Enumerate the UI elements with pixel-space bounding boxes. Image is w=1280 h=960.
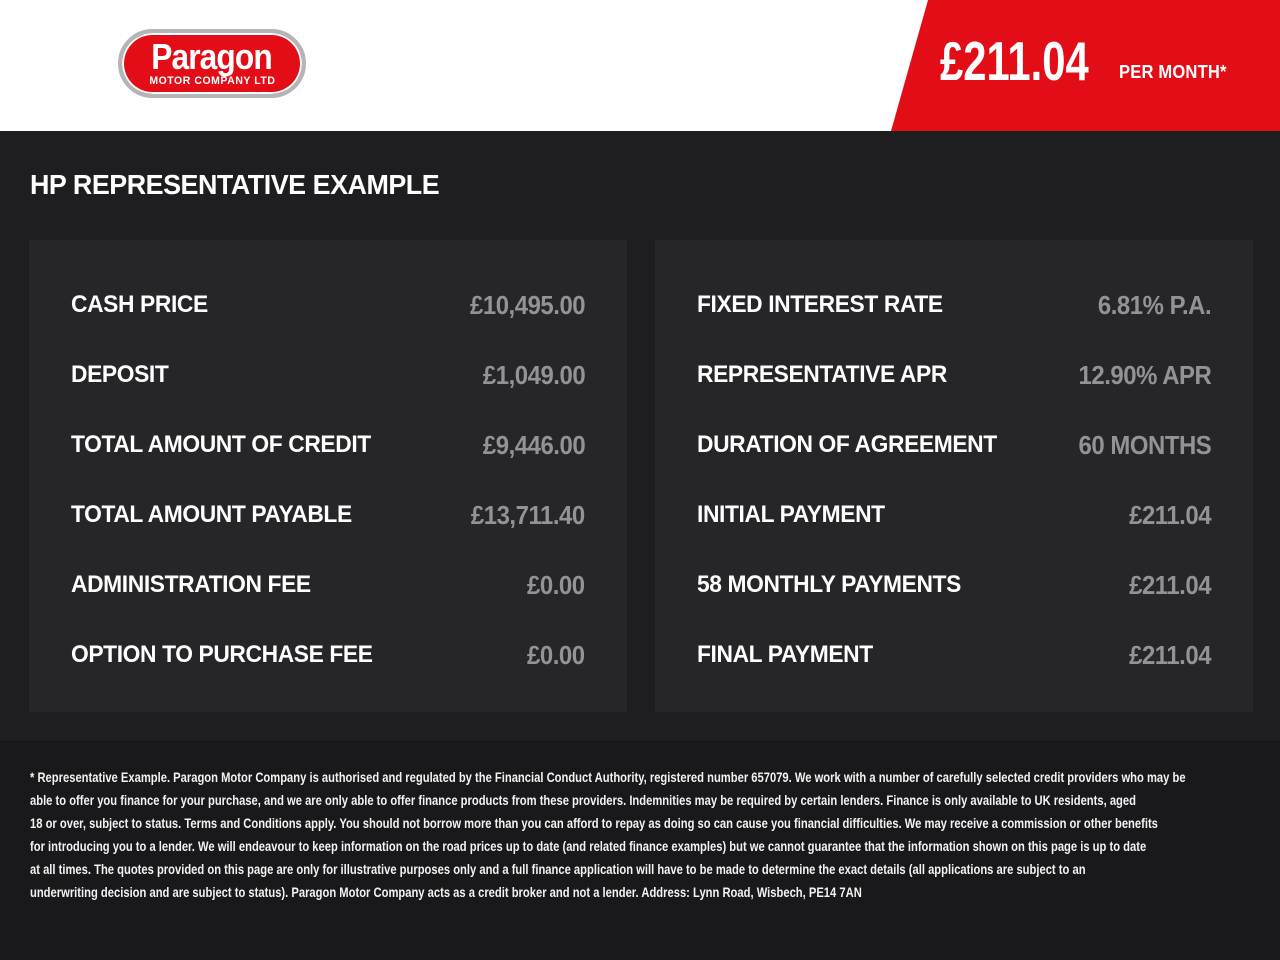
finance-panel-right: FIXED INTEREST RATE 6.81% P.A. REPRESENT…: [655, 240, 1253, 712]
row-label: CASH PRICE: [71, 291, 208, 318]
row-representative-apr: REPRESENTATIVE APR 12.90% APR: [655, 340, 1253, 410]
disclaimer-line: at all times. The quotes provided on thi…: [30, 861, 1086, 877]
row-value: £9,446.00: [482, 429, 586, 460]
row-option-to-purchase-fee: OPTION TO PURCHASE FEE £0.00: [29, 620, 627, 690]
finance-panel-left: CASH PRICE £10,495.00 DEPOSIT £1,049.00 …: [29, 240, 627, 712]
row-duration-of-agreement: DURATION OF AGREEMENT 60 MONTHS: [655, 410, 1253, 480]
row-label: 58 MONTHLY PAYMENTS: [697, 571, 961, 598]
monthly-price-banner: £211.04 PER MONTH*: [891, 0, 1280, 131]
row-value: £13,711.40: [471, 499, 585, 530]
logo-subtitle: MOTOR COMPANY LTD: [148, 75, 276, 87]
logo-wordmark: Paragon: [151, 36, 273, 77]
disclaimer-line: able to offer you finance for your purch…: [30, 792, 1136, 808]
per-month-label: PER MONTH*: [1119, 62, 1227, 82]
disclaimer-line: 18 or over, subject to status. Terms and…: [30, 815, 1158, 831]
row-label: REPRESENTATIVE APR: [697, 361, 947, 388]
row-label: FINAL PAYMENT: [697, 641, 873, 668]
disclaimer-line: for introducing you to a lender. We will…: [30, 838, 1147, 854]
row-label: DEPOSIT: [71, 361, 169, 388]
row-value: £10,495.00: [469, 289, 586, 320]
row-monthly-payments: 58 MONTHLY PAYMENTS £211.04: [655, 550, 1253, 620]
row-total-amount-payable: TOTAL AMOUNT PAYABLE £13,711.40: [29, 480, 627, 550]
disclaimer-line: * Representative Example. Paragon Motor …: [30, 769, 1186, 785]
row-label: ADMINISTRATION FEE: [71, 571, 311, 598]
row-value: 60 MONTHS: [1078, 429, 1211, 460]
row-value: £211.04: [1129, 569, 1211, 600]
row-administration-fee: ADMINISTRATION FEE £0.00: [29, 550, 627, 620]
main-section: HP REPRESENTATIVE EXAMPLE CASH PRICE £10…: [0, 131, 1280, 741]
page-header: Paragon MOTOR COMPANY LTD £211.04 PER MO…: [0, 0, 1280, 131]
row-value: 12.90% APR: [1078, 359, 1211, 390]
row-label: INITIAL PAYMENT: [697, 501, 885, 528]
row-value: £211.04: [1129, 499, 1211, 530]
row-cash-price: CASH PRICE £10,495.00: [29, 270, 627, 340]
row-fixed-interest-rate: FIXED INTEREST RATE 6.81% P.A.: [655, 270, 1253, 340]
monthly-price-amount: £211.04: [940, 30, 1089, 92]
row-final-payment: FINAL PAYMENT £211.04: [655, 620, 1253, 690]
row-label: TOTAL AMOUNT OF CREDIT: [71, 431, 371, 458]
row-value: £211.04: [1129, 639, 1211, 670]
row-label: FIXED INTEREST RATE: [697, 291, 943, 318]
row-value: 6.81% P.A.: [1097, 289, 1212, 320]
row-value: £0.00: [527, 639, 585, 670]
page-title: HP REPRESENTATIVE EXAMPLE: [30, 169, 440, 200]
row-value: £0.00: [527, 569, 585, 600]
row-label: OPTION TO PURCHASE FEE: [71, 641, 373, 668]
row-initial-payment: INITIAL PAYMENT £211.04: [655, 480, 1253, 550]
row-deposit: DEPOSIT £1,049.00: [29, 340, 627, 410]
row-value: £1,049.00: [482, 359, 586, 390]
paragon-logo: Paragon MOTOR COMPANY LTD: [118, 29, 306, 98]
disclaimer-line: underwriting decision and are subject to…: [30, 884, 862, 900]
row-total-amount-of-credit: TOTAL AMOUNT OF CREDIT £9,446.00: [29, 410, 627, 480]
row-label: DURATION OF AGREEMENT: [697, 431, 997, 458]
row-label: TOTAL AMOUNT PAYABLE: [71, 501, 352, 528]
disclaimer-section: * Representative Example. Paragon Motor …: [0, 741, 1280, 960]
